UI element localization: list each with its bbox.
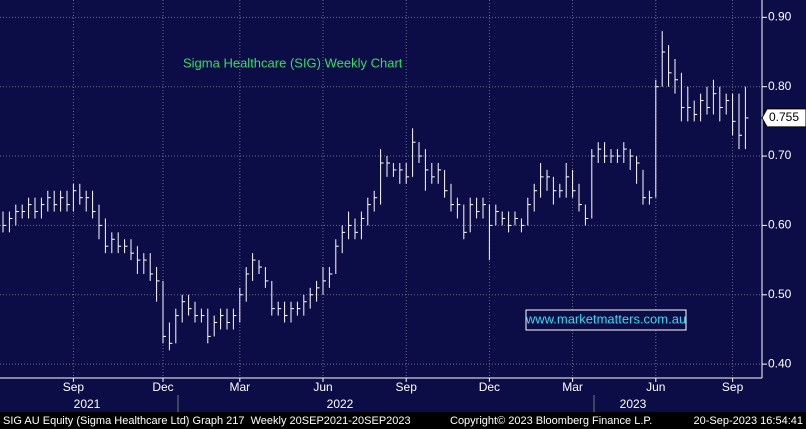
y-tick-label: 0.90 xyxy=(768,10,792,24)
x-tick-label: Jun xyxy=(313,380,332,394)
y-tick-label: 0.50 xyxy=(768,287,792,301)
x-tick-label: Sep xyxy=(396,380,418,394)
bars xyxy=(2,31,749,351)
y-tick-label: 0.60 xyxy=(768,218,792,232)
year-label: 2022 xyxy=(327,397,354,411)
footer-right: 20-Sep-2023 16:54:41 xyxy=(694,415,803,427)
chart-background xyxy=(0,0,806,412)
footer-left: SIG AU Equity (Sigma Healthcare Ltd) Gra… xyxy=(3,415,411,427)
year-label: 2023 xyxy=(620,397,647,411)
y-tick-label: 0.80 xyxy=(768,79,792,93)
x-tick-label: Dec xyxy=(152,380,173,394)
x-tick-label: Mar xyxy=(229,380,250,394)
x-tick-label: Jun xyxy=(646,380,665,394)
x-tick-label: Sep xyxy=(722,380,744,394)
last-price-label: 0.755 xyxy=(769,110,799,124)
footer-bar xyxy=(0,412,806,429)
footer-center: Copyright© 2023 Bloomberg Finance L.P. xyxy=(450,415,652,427)
chart-title: Sigma Healthcare (SIG) Weekly Chart xyxy=(183,55,403,70)
watermark-box xyxy=(525,309,687,331)
x-tick-label: Mar xyxy=(562,380,583,394)
last-price-box xyxy=(761,108,806,128)
y-tick-label: 0.70 xyxy=(768,148,792,162)
watermark: www.marketmatters.com.au xyxy=(525,311,686,326)
y-tick-label: 0.40 xyxy=(768,356,792,370)
year-label: 2021 xyxy=(74,397,101,411)
x-tick-label: Dec xyxy=(479,380,500,394)
x-tick-label: Sep xyxy=(63,380,85,394)
